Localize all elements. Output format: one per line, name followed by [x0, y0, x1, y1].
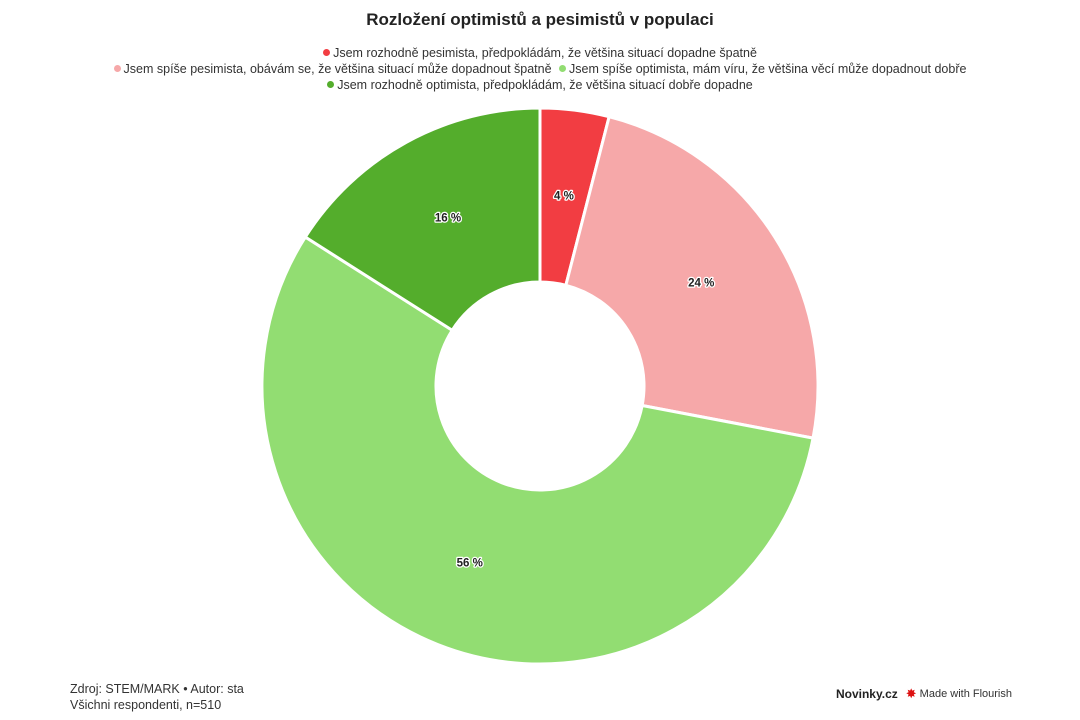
legend-label: Jsem spíše pesimista, obávám se, že větš… [123, 62, 552, 76]
legend-marker [113, 65, 121, 73]
legend-item-rather-pessimist[interactable]: Jsem spíše pesimista, obávám se, že větš… [113, 61, 552, 77]
legend-item-definitely-optimist[interactable]: Jsem rozhodně optimista, předpokládám, ž… [327, 77, 753, 93]
slice-value-label: 4 % [554, 191, 574, 203]
slice-value-label: 56 % [457, 558, 483, 570]
legend-label: Jsem rozhodně optimista, předpokládám, ž… [337, 78, 753, 92]
made-with-flourish-link[interactable]: Made with Flourish [919, 688, 1012, 700]
legend-item-rather-optimist[interactable]: Jsem spíše optimista, mám víru, že větši… [559, 61, 966, 77]
slice-rather-pessimist[interactable] [564, 115, 820, 440]
brand-logo[interactable]: Novinky.cz [835, 687, 898, 701]
legend-marker [559, 65, 567, 73]
slice-value-label: 16 % [435, 213, 461, 225]
legend-marker [327, 81, 335, 89]
slice-definitely-optimist[interactable] [303, 106, 542, 332]
chart-title: Rozložení optimistů a pesimistů v popula… [366, 10, 714, 29]
slice-rather-optimist[interactable] [260, 235, 815, 666]
legend: Jsem rozhodně pesimista, předpokládám, ž… [40, 45, 1040, 93]
source-text: Zdroj: STEM/MARK • Autor: sta [70, 682, 244, 696]
flourish-star-icon: ✸ [905, 686, 917, 701]
slice-value-label: 24 % [688, 278, 714, 290]
legend-label: Jsem spíše optimista, mám víru, že větši… [569, 62, 967, 76]
sample-text: Všichni respondenti, n=510 [70, 698, 222, 712]
legend-label: Jsem rozhodně pesimista, předpokládám, ž… [333, 46, 757, 60]
legend-marker [323, 49, 331, 57]
legend-item-definitely-pessimist[interactable]: Jsem rozhodně pesimista, předpokládám, ž… [323, 45, 757, 61]
source-note: Zdroj: STEM/MARK • Autor: sta Všichni re… [70, 681, 244, 713]
branding: Novinky.cz ✸ Made with Flourish [836, 686, 1012, 702]
